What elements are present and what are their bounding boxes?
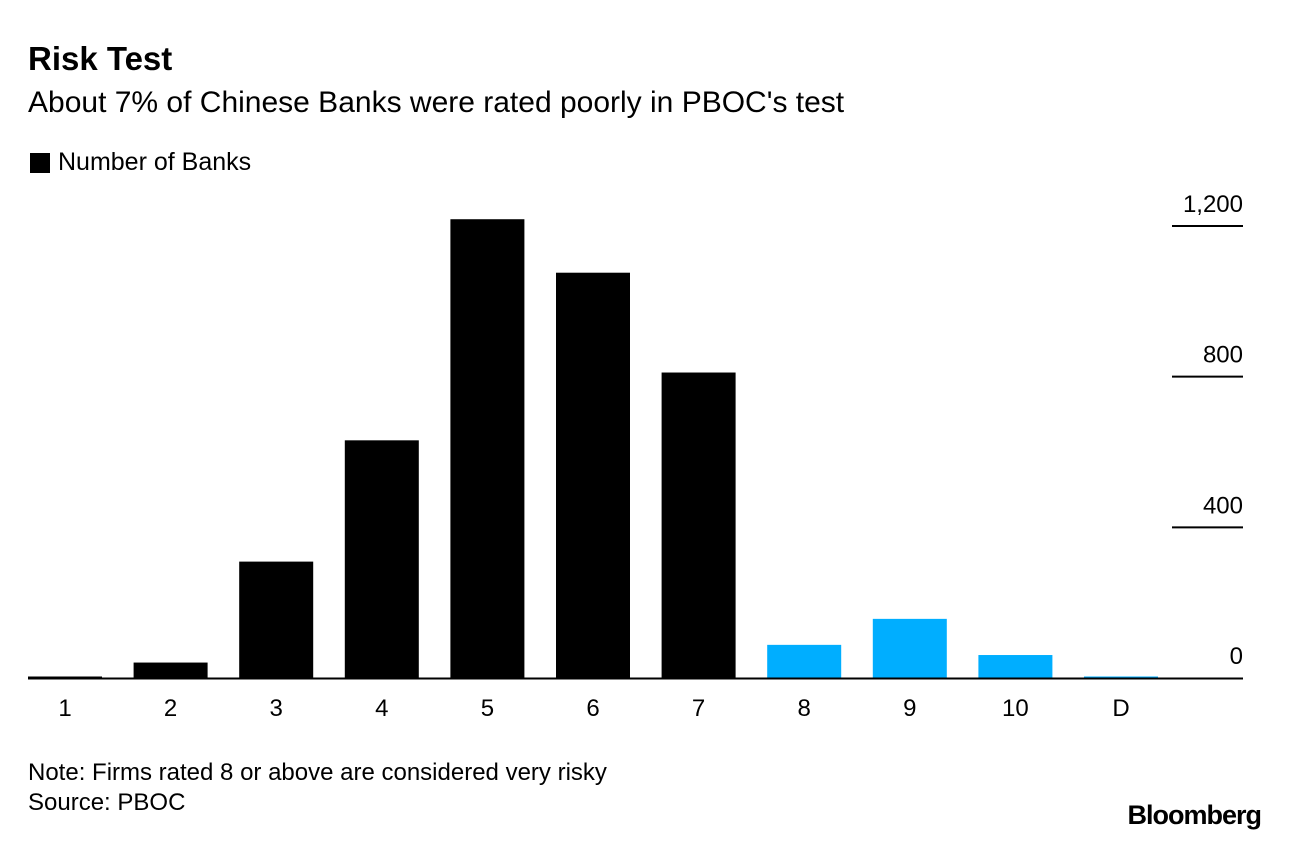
x-tick-label: 8 — [798, 695, 811, 722]
y-tick-label: 0 — [1230, 643, 1243, 670]
note-text: Note: Firms rated 8 or above are conside… — [28, 759, 607, 786]
bar-D — [1084, 676, 1158, 678]
x-tick-label: 10 — [1002, 695, 1029, 722]
bar-4 — [344, 440, 419, 678]
bar-2 — [133, 662, 208, 678]
x-tick-label: 1 — [58, 695, 71, 722]
x-tick-label: 6 — [586, 695, 599, 722]
bloomberg-logo: Bloomberg — [1127, 800, 1262, 830]
bar-6 — [556, 272, 630, 678]
chart-subtitle: About 7% of Chinese Banks were rated poo… — [28, 86, 845, 119]
bar-3 — [239, 561, 314, 678]
source-text: Source: PBOC — [28, 789, 186, 816]
x-tick-label: 3 — [270, 695, 283, 722]
footnote: Note: Firms rated 8 or above are conside… — [28, 758, 607, 818]
bar-10 — [978, 655, 1053, 678]
bar-1 — [28, 676, 102, 678]
x-tick-label: 4 — [375, 695, 388, 722]
bar-8 — [767, 644, 842, 678]
legend: Number of Banks — [30, 148, 251, 177]
bar-7 — [661, 372, 736, 678]
x-tick-label: 2 — [164, 695, 177, 722]
chart-title: Risk Test — [28, 40, 173, 77]
y-tick-label: 800 — [1203, 342, 1243, 369]
x-tick-label: 9 — [903, 695, 916, 722]
y-tick-label: 1,200 — [1183, 191, 1243, 218]
legend-label: Number of Banks — [58, 148, 252, 176]
legend-swatch — [30, 152, 50, 173]
bar-9 — [872, 618, 947, 678]
x-tick-label: 7 — [692, 695, 705, 722]
x-tick-label: D — [1112, 695, 1129, 722]
bar-5 — [450, 219, 525, 678]
y-tick-label: 400 — [1203, 492, 1243, 519]
x-tick-label: 5 — [481, 695, 494, 722]
